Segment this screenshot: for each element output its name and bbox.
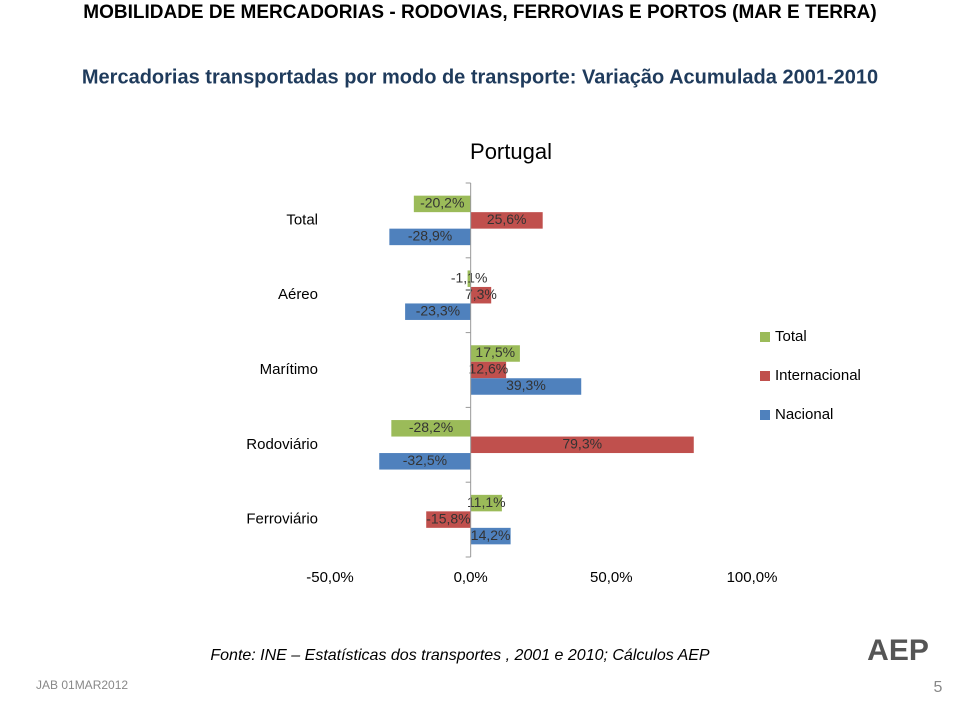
value-label: 17,5% [475, 344, 515, 360]
y-tick-label: Aéreo [278, 286, 318, 303]
x-tick-label: 100,0% [727, 569, 778, 586]
bar [470, 378, 582, 395]
bar [389, 228, 471, 246]
value-label: -32,5% [403, 452, 447, 468]
legend-label: Nacional [775, 406, 833, 423]
value-label: 79,3% [562, 436, 602, 452]
bar [470, 527, 511, 545]
x-tick-label: 50,0% [590, 569, 633, 586]
value-label: 7,3% [465, 286, 497, 302]
logo: AEP [867, 634, 929, 667]
legend-swatch [760, 371, 770, 381]
footer-author: JAB 01MAR2012 [36, 678, 128, 692]
value-label: -1,1% [451, 269, 488, 285]
y-tick-label: Rodoviário [246, 436, 318, 453]
bar [467, 270, 471, 287]
bar [426, 511, 471, 528]
chart-title: Portugal [470, 139, 552, 164]
value-label: 14,2% [471, 527, 511, 543]
bar [379, 453, 471, 470]
bar [405, 303, 471, 320]
page-number: 5 [934, 679, 943, 696]
bar [470, 286, 492, 304]
value-label: -20,2% [420, 195, 464, 211]
value-label: 11,1% [467, 494, 506, 510]
slide-title: MOBILIDADE DE MERCADORIAS - RODOVIAS, FE… [83, 2, 876, 23]
source: Fonte: INE – Estatísticas dos transporte… [210, 647, 710, 664]
bar [413, 195, 471, 213]
y-tick-label: Marítimo [260, 361, 318, 378]
y-tick-label: Total [286, 211, 318, 228]
x-tick-label: -50,0% [306, 569, 354, 586]
value-label: -28,9% [408, 228, 452, 244]
value-label: 12,6% [469, 361, 509, 377]
plot: -50,0% 0,0% 50,0% 100,0% Total -20,2% 25,6% -28… [246, 182, 861, 586]
value-label: -28,2% [409, 419, 453, 435]
bar [470, 361, 507, 379]
legend-label: Internacional [775, 367, 861, 384]
x-tick-label: 0,0% [454, 569, 488, 586]
value-label: -23,3% [416, 302, 460, 318]
legend-swatch [760, 410, 770, 420]
bar [470, 436, 694, 454]
bar [470, 345, 520, 362]
value-label: 39,3% [506, 377, 546, 393]
bar [470, 494, 502, 512]
bar [470, 212, 543, 229]
legend-swatch [760, 332, 770, 342]
legend-label: Total [775, 328, 807, 345]
slide-subtitle: Mercadorias transportadas por modo de tr… [82, 66, 878, 88]
y-tick-label: Ferroviário [246, 511, 318, 528]
bar [391, 420, 471, 437]
value-label: -15,8% [426, 510, 470, 526]
value-label: 25,6% [487, 211, 527, 227]
